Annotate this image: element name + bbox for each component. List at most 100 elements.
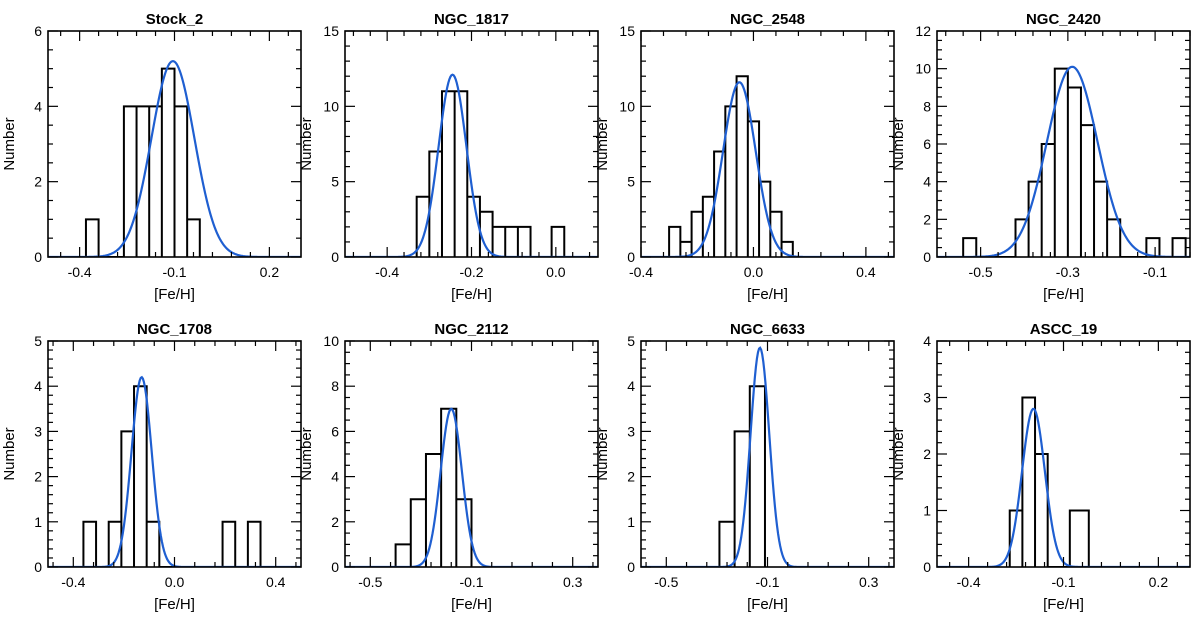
y-axis-label: Number	[298, 117, 315, 170]
y-tick-label: 2	[923, 211, 931, 227]
panel-ngc-2548: NGC_2548 -0.4 0.0 0.4 0 5 10 15 [Fe/H] Number	[594, 11, 895, 303]
y-tick-label: 0	[627, 559, 635, 575]
y-tick-label: 4	[331, 469, 339, 485]
y-tick-label: 6	[34, 23, 42, 39]
y-tick-label: 1	[627, 514, 635, 530]
x-tick-label: 0.3	[859, 574, 879, 590]
gaussian-fit-curve	[641, 346, 894, 567]
x-tick-label: 0.0	[165, 574, 185, 590]
x-axis-label: [Fe/H]	[1043, 286, 1084, 303]
x-axis-label: [Fe/H]	[747, 286, 788, 303]
x-tick-label: -0.2	[459, 264, 483, 280]
x-tick-label: 0.0	[744, 264, 764, 280]
panel-ascc-19: ASCC_19 -0.4 -0.1 0.2 0 1 2 3 4 [Fe/H] Number	[890, 321, 1191, 613]
y-tick-label: 15	[619, 23, 635, 39]
x-tick-label: -0.4	[375, 264, 399, 280]
y-tick-label: 2	[34, 174, 42, 190]
panel-title: NGC_6633	[730, 321, 805, 338]
panel-ngc-2112: NGC_2112 -0.5 -0.1 0.3 0 2 4 6 8 10 [Fe/H] Number	[298, 321, 599, 613]
y-tick-label: 0	[923, 559, 931, 575]
y-tick-label: 8	[923, 98, 931, 114]
y-tick-label: 12	[915, 23, 931, 39]
x-tick-label: -0.4	[957, 574, 981, 590]
x-tick-label: 0.2	[260, 264, 280, 280]
y-axis-label: Number	[1, 117, 18, 170]
panel-ngc-2420: NGC_2420 -0.5 -0.3 -0.1 0 2 4 6 8 10 12 [Fe/H] Numbe…	[890, 11, 1191, 303]
x-tick-label: 0.3	[563, 574, 583, 590]
x-tick-label: -0.5	[358, 574, 382, 590]
y-tick-label: 2	[331, 514, 339, 530]
histogram-bars	[394, 407, 473, 567]
plot-frame	[47, 340, 302, 568]
y-tick-label: 0	[331, 559, 339, 575]
x-tick-label: -0.1	[162, 264, 186, 280]
plot-frame	[936, 340, 1191, 568]
y-tick-label: 10	[619, 98, 635, 114]
plot-frame	[936, 30, 1191, 258]
y-tick-label: 10	[915, 61, 931, 77]
y-tick-label: 0	[923, 249, 931, 265]
panel-title: NGC_2548	[730, 11, 805, 28]
y-tick-label: 4	[34, 98, 42, 114]
y-tick-label: 4	[627, 378, 635, 394]
x-axis-label: [Fe/H]	[451, 596, 492, 613]
panel-ngc-1708: NGC_1708 -0.4 0.0 0.4 0 1 2 3 4 5 [Fe/H] Number	[1, 321, 302, 613]
y-tick-label: 2	[923, 446, 931, 462]
panel-ngc-1817: NGC_1817 -0.4 -0.2 0.0 0 5 10 15 [Fe/H] Number	[298, 11, 599, 303]
y-tick-label: 1	[34, 514, 42, 530]
y-tick-label: 10	[323, 333, 339, 349]
x-tick-label: -0.5	[654, 574, 678, 590]
y-tick-label: 10	[323, 98, 339, 114]
panel-title: NGC_2112	[434, 321, 508, 338]
y-tick-label: 5	[331, 174, 339, 190]
y-tick-label: 6	[923, 136, 931, 152]
gaussian-fit-curve	[937, 65, 1190, 257]
y-axis-label: Number	[298, 427, 315, 480]
x-tick-label: 0.4	[266, 574, 286, 590]
panel-title: ASCC_19	[1030, 321, 1098, 338]
panel-title: NGC_2420	[1026, 11, 1101, 28]
y-tick-label: 5	[627, 174, 635, 190]
y-tick-label: 3	[923, 390, 931, 406]
x-tick-label: -0.5	[969, 264, 993, 280]
plot-frame	[640, 340, 895, 568]
histogram-bars	[415, 90, 566, 257]
y-tick-label: 2	[34, 469, 42, 485]
x-tick-label: -0.4	[61, 574, 85, 590]
y-tick-label: 4	[34, 378, 42, 394]
panel-ngc-6633: NGC_6633 -0.5 -0.1 0.3 0 1 2 3 4 5 [Fe/H] Number	[594, 321, 895, 613]
x-tick-label: -0.1	[459, 574, 483, 590]
histogram-bars	[668, 75, 794, 257]
y-tick-label: 0	[627, 249, 635, 265]
y-tick-label: 0	[331, 249, 339, 265]
y-tick-label: 15	[323, 23, 339, 39]
x-tick-label: -0.1	[1143, 264, 1167, 280]
x-tick-label: 0.4	[856, 264, 876, 280]
plot-frame	[640, 30, 895, 258]
x-tick-label: -0.4	[68, 264, 92, 280]
y-axis-label: Number	[890, 427, 907, 480]
x-tick-label: -0.4	[629, 264, 653, 280]
histogram-bars	[82, 385, 262, 567]
x-axis-label: [Fe/H]	[747, 596, 788, 613]
y-tick-label: 6	[331, 423, 339, 439]
plot-frame	[344, 30, 599, 258]
y-tick-label: 1	[923, 503, 931, 519]
x-axis-label: [Fe/H]	[1043, 596, 1084, 613]
panel-title: NGC_1817	[434, 11, 509, 28]
y-tick-label: 5	[627, 333, 635, 349]
gaussian-fit-curve	[345, 407, 598, 567]
y-tick-label: 0	[34, 559, 42, 575]
x-axis-label: [Fe/H]	[154, 596, 195, 613]
y-tick-label: 5	[34, 333, 42, 349]
histogram-bars	[962, 67, 1187, 257]
panel-stock-2: Stock_2 -0.4 -0.1 0.2 0 2 4 6 [Fe/H] Number	[1, 11, 302, 303]
gaussian-fit-curve	[641, 81, 894, 257]
x-axis-label: [Fe/H]	[451, 286, 492, 303]
panel-title: Stock_2	[146, 11, 204, 28]
panel-title: NGC_1708	[137, 321, 212, 338]
y-tick-label: 8	[331, 378, 339, 394]
x-tick-label: -0.1	[1051, 574, 1075, 590]
y-axis-label: Number	[594, 117, 611, 170]
